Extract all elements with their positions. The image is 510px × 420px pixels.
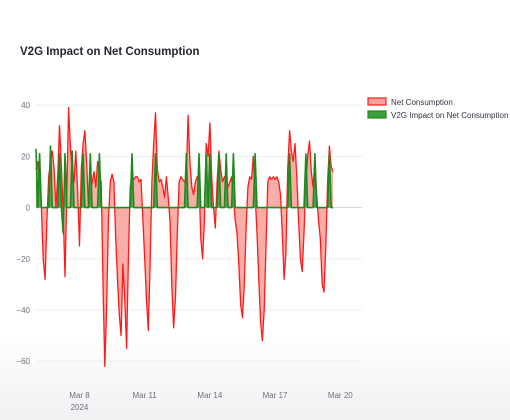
y-tick-label: 0	[26, 204, 31, 213]
legend-swatch-v2g-impact	[367, 110, 387, 119]
chart-title: V2G Impact on Net Consumption	[20, 46, 200, 58]
x-tick-label: Mar 17	[263, 391, 288, 400]
y-tick-label: −60	[16, 357, 30, 366]
legend-swatch-net-consumption	[367, 97, 387, 106]
x-tick-sublabel: 2024	[71, 403, 89, 412]
y-tick-label: −20	[16, 255, 30, 264]
y-tick-label: −40	[16, 306, 30, 315]
x-tick-label: Mar 14	[197, 391, 222, 400]
y-tick-label: 40	[21, 101, 30, 110]
x-tick-label: Mar 8	[69, 391, 90, 400]
legend-label-net-consumption: Net Consumption	[391, 98, 453, 107]
x-tick-label: Mar 11	[133, 391, 158, 400]
series-line-net-consumption	[35, 107, 334, 367]
x-tick-label: Mar 20	[328, 391, 353, 400]
legend-label-v2g-impact: V2G Impact on Net Consumption	[391, 111, 508, 120]
series-line-v2g-impact	[35, 145, 333, 234]
y-tick-label: 20	[21, 152, 30, 161]
